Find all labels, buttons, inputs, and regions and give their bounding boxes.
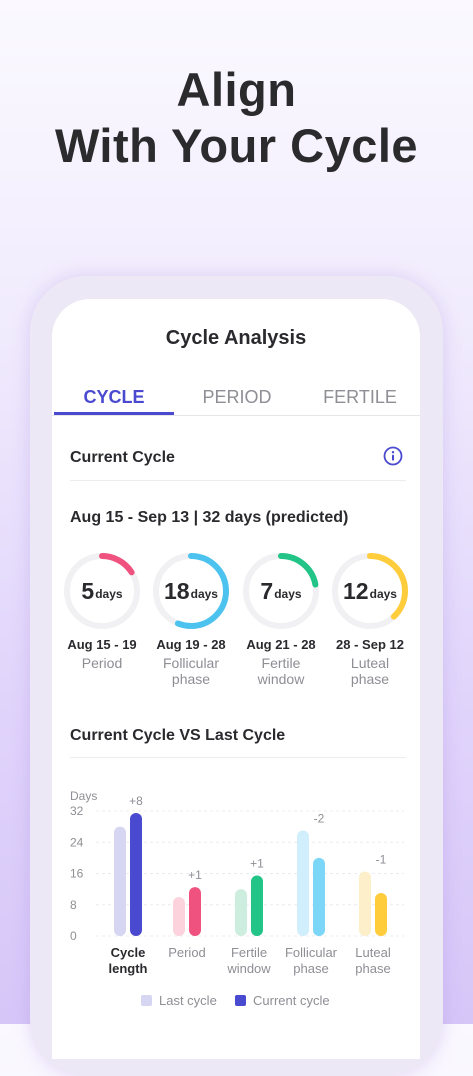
luteal-name: Luteal phase: [325, 655, 415, 687]
diff-label: +8: [129, 794, 143, 808]
x-category-label-line2: phase: [293, 961, 328, 976]
legend-swatch-current: [235, 995, 246, 1006]
x-category-label: Fertile: [231, 945, 267, 960]
x-category-label-line2: window: [226, 961, 271, 976]
ring-arc: [332, 553, 408, 629]
y-tick-label: 8: [70, 898, 77, 912]
bar-last-cycle: [297, 830, 309, 936]
follicular-ring: 18 days: [151, 551, 231, 631]
x-category-label: Luteal: [355, 945, 391, 960]
ring-arc: [243, 553, 319, 629]
follicular-dates: Aug 19 - 28: [156, 637, 226, 652]
tab-cycle[interactable]: CYCLE: [83, 387, 145, 407]
cycle-range-text: Aug 15 - Sep 13 | 32 days (predicted): [70, 509, 349, 526]
fertile-days-unit: days: [274, 586, 302, 601]
follicular-days-value: 18: [164, 577, 190, 604]
period-ring: 5 days: [62, 551, 142, 631]
headline-line-2: With Your Cycle: [54, 119, 419, 172]
luteal-days-unit: days: [369, 586, 397, 601]
legend-current-label: Current cycle: [253, 993, 330, 1008]
info-circle-icon[interactable]: [383, 446, 403, 466]
divider: [70, 757, 406, 758]
cycle-analysis-screen: Cycle Analysis CYCLE PERIOD FERTILE Curr…: [52, 299, 420, 1059]
fertile-ring: 7 days: [241, 551, 321, 631]
bar-current-cycle: [375, 893, 387, 936]
y-tick-label: 0: [70, 929, 77, 943]
bar-current-cycle: [189, 887, 201, 936]
y-axis-title: Days: [70, 789, 97, 803]
diff-label: +1: [188, 868, 202, 882]
x-category-label: Follicular: [285, 945, 338, 960]
period-name-line1: Period: [81, 655, 123, 671]
fertile-name: Fertile window: [236, 655, 326, 687]
fertile-days-value: 7: [260, 577, 274, 604]
x-category-label: Cycle: [111, 945, 146, 960]
luteal-name-line2: phase: [350, 671, 390, 687]
period-days-value: 5: [81, 577, 95, 604]
fertile-dates: Aug 21 - 28: [246, 637, 316, 652]
diff-label: -1: [376, 853, 387, 867]
bar-last-cycle: [235, 889, 247, 936]
divider: [70, 480, 406, 481]
active-tab-indicator: [54, 412, 174, 415]
x-category-label-line2: phase: [355, 961, 390, 976]
follicular-name-line2: phase: [171, 671, 211, 687]
period-dates: Aug 15 - 19: [67, 637, 137, 652]
ring-arc: [64, 553, 140, 629]
luteal-dates: 28 - Sep 12: [336, 637, 404, 652]
legend-last-label: Last cycle: [159, 993, 217, 1008]
legend-swatch-last: [141, 995, 152, 1006]
headline: Align With Your Cycle: [0, 62, 473, 174]
period-name: Period: [57, 655, 147, 671]
luteal-name-line1: Luteal: [350, 655, 390, 671]
bar-current-cycle: [130, 812, 142, 936]
follicular-days-unit: days: [190, 586, 218, 601]
diff-label: +1: [250, 856, 264, 870]
comparison-title: Current Cycle VS Last Cycle: [70, 727, 286, 744]
chart-legend: Last cycle Current cycle: [52, 993, 420, 1013]
fertile-name-line2: window: [257, 671, 305, 687]
bar-last-cycle: [173, 896, 185, 936]
current-cycle-label: Current Cycle: [70, 449, 175, 466]
diff-label: -2: [314, 812, 325, 826]
luteal-ring: 12 days: [330, 551, 410, 631]
legend-current-cycle: Current cycle: [235, 993, 330, 1008]
bar-current-cycle: [251, 875, 263, 936]
fertile-name-line1: Fertile: [261, 655, 301, 671]
x-category-label-line2: length: [109, 961, 148, 976]
screen-title: Cycle Analysis: [165, 327, 307, 349]
period-days-unit: days: [95, 586, 123, 601]
y-tick-label: 32: [70, 804, 84, 818]
headline-line-1: Align: [176, 63, 297, 116]
bar-last-cycle: [114, 826, 126, 936]
follicular-name: Follicular phase: [146, 655, 236, 687]
luteal-days-value: 12: [343, 577, 369, 604]
tab-fertile[interactable]: FERTILE: [323, 387, 397, 407]
follicular-name-line1: Follicular: [162, 655, 219, 671]
ring-arc: [153, 553, 229, 629]
y-tick-label: 24: [70, 835, 84, 849]
tab-bar: CYCLE PERIOD FERTILE: [52, 383, 420, 416]
bar-current-cycle: [313, 857, 325, 936]
bar-last-cycle: [359, 871, 371, 936]
x-category-label: Period: [168, 945, 206, 960]
legend-last-cycle: Last cycle: [141, 993, 217, 1008]
tab-period[interactable]: PERIOD: [202, 387, 272, 407]
y-tick-label: 16: [70, 867, 84, 881]
